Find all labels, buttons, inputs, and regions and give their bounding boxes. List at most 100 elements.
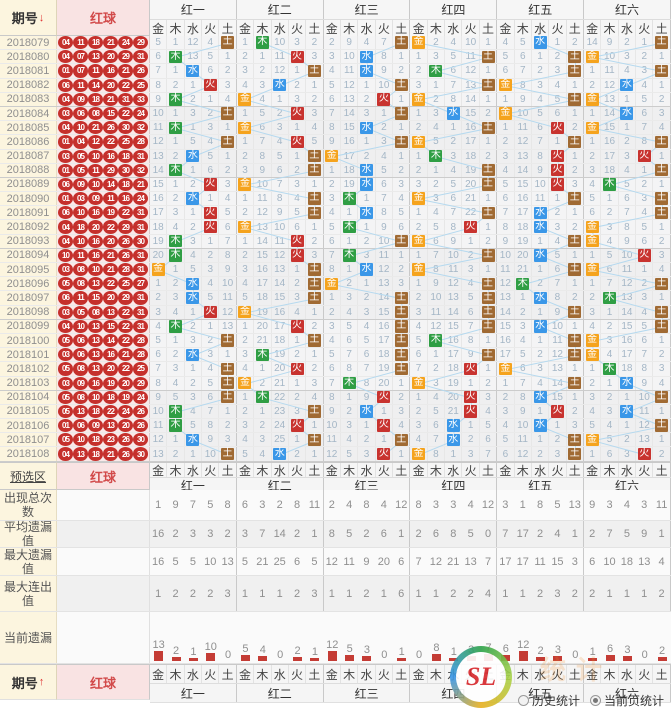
element-cell: 水: [532, 36, 550, 50]
red-balls-cell: 04 13 18 21 26 30: [57, 447, 150, 461]
trend-row: 2018092 04 18 20 22 29 31 18 4 2 火 6 金 13 10 6 1 5 木 1 9 6 2 5 8…: [0, 220, 671, 235]
omission-cell: 1: [480, 36, 498, 50]
omission-cell: 17: [150, 206, 168, 220]
omission-cell: 19: [515, 234, 532, 248]
radio-icon[interactable]: [518, 694, 529, 706]
red-ball: 08: [73, 277, 88, 291]
element-mark-火: 火: [290, 50, 304, 63]
issue-number: 2018108: [0, 447, 57, 461]
element-mark-土: 土: [394, 291, 408, 305]
stat-cell: 8: [450, 528, 457, 540]
omission-cell: 20: [445, 390, 463, 404]
red-ball: 22: [103, 135, 118, 149]
omission-cell: 15: [619, 319, 637, 333]
omission-cell: 18: [445, 362, 463, 376]
omission-cell: 5: [497, 433, 515, 447]
red-ball-header-cell: 红球: [57, 0, 150, 36]
omission-cell: 2: [393, 64, 411, 78]
omission-cell: 1: [167, 333, 185, 348]
red-balls-cell: 06 09 10 14 18 21: [57, 177, 150, 192]
element-mark-木: 木: [516, 277, 530, 290]
element-cell: 土: [480, 305, 498, 319]
omission-cell: 2: [480, 149, 498, 163]
omission-cell: 1: [185, 78, 203, 92]
current-omission-value: 3: [554, 644, 561, 657]
red-ball: 30: [133, 447, 148, 461]
element-mark-火: 火: [637, 447, 651, 461]
red-ball: 26: [103, 121, 118, 135]
stat-cell: 13: [567, 490, 584, 520]
current-omission-value: 0: [277, 649, 284, 661]
omission-cell: 13: [185, 50, 203, 64]
element-cell: 火: [202, 177, 220, 192]
trend-row: 2018097 06 11 15 20 29 31 2 3 水 5 11 5 18 15 3 土 1 3 2 14 土 2 1…: [0, 291, 671, 306]
element-cell: 水: [358, 263, 376, 277]
stat-cell: 1: [519, 499, 526, 511]
omission-cell: 2: [358, 234, 376, 248]
element-cell: 木: [601, 291, 619, 305]
sort-asc-arrow-icon[interactable]: ↑: [38, 676, 45, 688]
element-cell: 水: [445, 419, 463, 433]
radio-icon[interactable]: [590, 694, 602, 706]
stat-cell: 6: [380, 528, 387, 540]
omission-cell: 1: [219, 149, 237, 163]
omission-cell: 20: [150, 248, 168, 262]
omission-cell: 6: [324, 362, 341, 376]
red-ball: 30: [118, 163, 133, 177]
omission-cell: 4: [376, 149, 394, 163]
red-ball: 21: [133, 177, 148, 192]
omission-cell: 3: [393, 277, 411, 291]
omission-cell: 6: [324, 234, 341, 248]
omission-cell: 13: [601, 92, 619, 106]
current-omission-bar: [362, 656, 372, 661]
legend-item-option[interactable]: 历史统计: [518, 692, 580, 709]
element-mark-火: 火: [637, 249, 651, 262]
stat-cell: 1: [623, 587, 630, 600]
element-cell: 水: [185, 291, 203, 305]
element-mark-火: 火: [290, 249, 304, 262]
omission-cell: 3: [549, 64, 567, 78]
element-mark-土: 土: [568, 305, 582, 319]
trend-row: 2018106 01 06 09 13 20 26 11 木 5 8 2 3 2 24 火 1 10 3 1 火 4 3 6 水…: [0, 419, 671, 434]
current-omission-bar: [605, 654, 615, 661]
omission-cell: 11: [428, 305, 446, 319]
omission-cell: 20: [272, 362, 289, 376]
sort-desc-arrow-icon[interactable]: ↓: [38, 11, 45, 24]
red-ball: 13: [103, 419, 118, 433]
omission-cell: 1: [289, 263, 307, 277]
omission-cell: 6: [254, 121, 272, 135]
omission-cell: 14: [462, 92, 480, 106]
current-omission-value: 6: [502, 642, 509, 655]
stat-cell: 3: [259, 499, 266, 511]
element-mark-土: 土: [481, 164, 495, 177]
element-cell: 土: [567, 192, 584, 206]
omission-cell: 15: [341, 121, 359, 135]
omission-cell: 5: [515, 348, 532, 362]
issue-number: 2018098: [0, 305, 57, 319]
red-ball: 28: [133, 333, 148, 348]
red-ball: 28: [133, 348, 148, 362]
red-balls-cell: 03 08 10 21 28 31: [57, 263, 150, 277]
red-ball: 26: [133, 419, 148, 433]
red-ball: 01: [58, 64, 73, 78]
element-mark-水: 水: [620, 107, 634, 120]
stat-row: 最大遗漏值 16 5 5 10 13 5 21 25 6 5 12 11 9 20 6 7 12 21 13 7 17 17…: [0, 548, 671, 576]
omission-cell: 8: [272, 192, 289, 206]
stat-cell: 12: [480, 490, 498, 520]
red-ball: 04: [58, 220, 73, 234]
element-cell: 火: [376, 390, 394, 404]
element-cell: 土: [653, 419, 671, 433]
omission-cell: 11: [324, 433, 341, 447]
element-cell: 金: [150, 263, 168, 277]
legend-item-selected[interactable]: 当前页统计: [590, 692, 664, 709]
element-mark-金: 金: [498, 78, 512, 92]
omission-cell: 11: [150, 419, 168, 433]
omission-cell: 6: [636, 234, 654, 248]
omission-cell: 9: [376, 64, 394, 78]
stat-cell: 7: [606, 528, 613, 540]
omission-cell: 18: [515, 220, 532, 234]
element-mark-金: 金: [585, 235, 599, 248]
omission-cell: 3: [341, 419, 359, 433]
red-ball: 13: [88, 362, 103, 376]
element-mark-金: 金: [412, 235, 426, 248]
